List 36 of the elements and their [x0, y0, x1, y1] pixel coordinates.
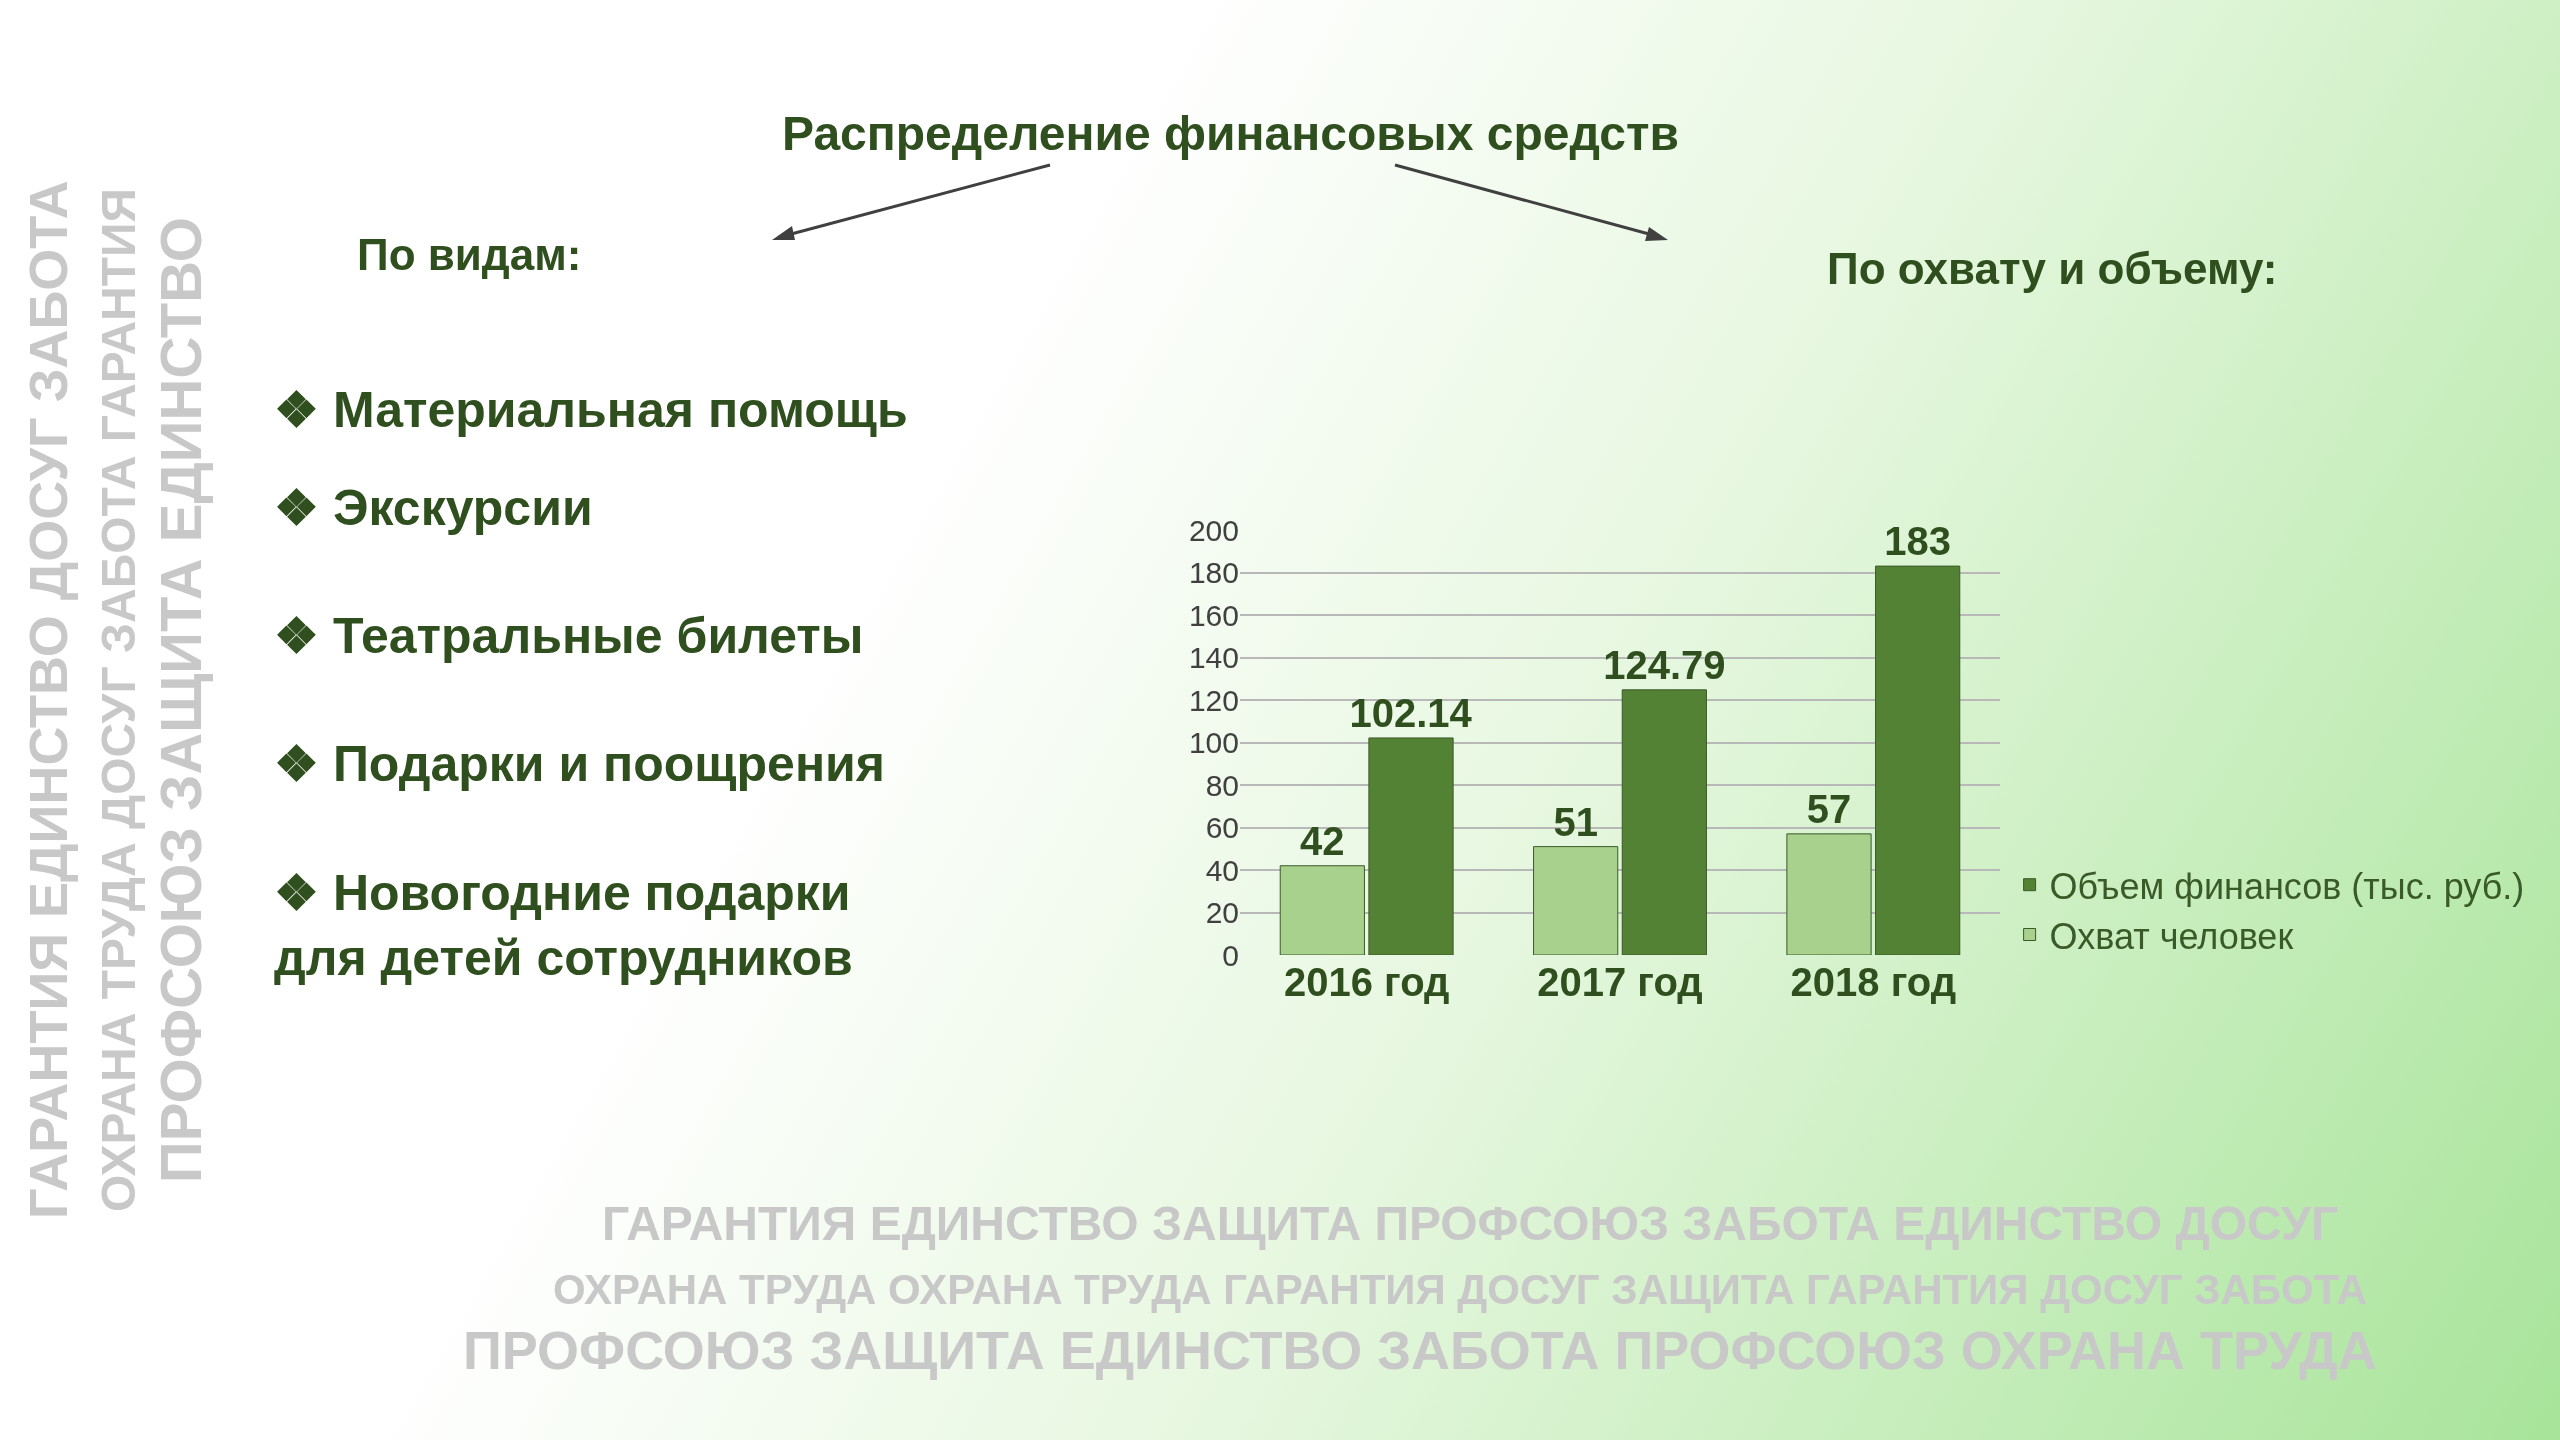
y-tick-label: 180: [1188, 556, 1239, 589]
text: По охвату и объему:: [1827, 244, 2278, 293]
y-tick-label: 60: [1205, 811, 1239, 844]
text: ❖ Новогодние подарки для детей сотрудников: [274, 865, 853, 986]
data-label: 124.79: [1603, 642, 1726, 687]
y-tick-label: 200: [1188, 513, 1239, 547]
text: ❖ Экскурсии: [274, 480, 593, 536]
y-tick-label: 20: [1205, 896, 1239, 929]
y-tick-label: 80: [1205, 768, 1239, 802]
text: ❖ Театральные билеты: [274, 608, 864, 664]
y-tick-label: 140: [1188, 641, 1239, 674]
x-tick-label: 2016 год: [1283, 960, 1450, 1004]
bar: [1279, 865, 1365, 955]
bar: [1786, 833, 1872, 955]
chart-title: Распределение финансовых средств: [782, 107, 1680, 160]
bar: [1621, 689, 1707, 955]
text: ❖ Подарки и поощрения: [274, 736, 886, 792]
text: По видам:: [357, 230, 582, 279]
data-label: 42: [1300, 818, 1345, 863]
data-label: 51: [1553, 799, 1598, 844]
y-tick-label: 160: [1188, 598, 1239, 632]
y-tick-label: 120: [1188, 683, 1239, 717]
bar: [1533, 846, 1619, 955]
bar: [1368, 737, 1454, 955]
x-tick-label: 2017 год: [1537, 960, 1703, 1004]
bar: [1875, 565, 1961, 955]
data-label: 102.14: [1349, 690, 1473, 735]
legend-label: Объем финансов (тыс. руб.): [2049, 865, 2525, 907]
legend-label: Охват человек: [2049, 915, 2294, 957]
data-label: 57: [1806, 786, 1852, 831]
y-tick-label: 0: [1222, 938, 1239, 972]
text: ❖ Материальная помощь: [274, 382, 908, 438]
x-tick-label: 2018 год: [1790, 960, 1957, 1004]
y-tick-label: 100: [1188, 726, 1239, 759]
y-tick-label: 40: [1205, 853, 1239, 887]
data-label: 183: [1884, 519, 1952, 564]
